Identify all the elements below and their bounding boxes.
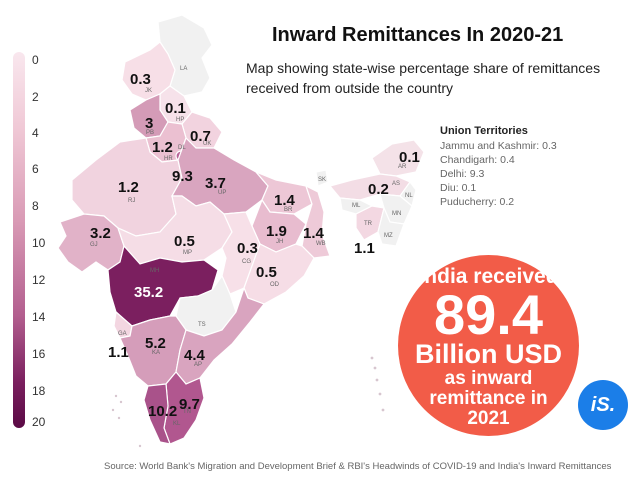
- abbr-tr: TR: [364, 221, 373, 227]
- abbr-ka: KA: [152, 350, 160, 356]
- value-kl: 10.2: [148, 403, 177, 420]
- abbr-dl: DL: [178, 145, 186, 151]
- abbr-jh: JH: [276, 239, 283, 245]
- abbr-ar: AR: [398, 164, 407, 170]
- value-od: 0.5: [256, 264, 277, 281]
- value-up: 3.7: [205, 175, 226, 192]
- state-shape-kl: [143, 383, 171, 445]
- abbr-mn: MN: [392, 211, 401, 217]
- legend-tick-6: 6: [32, 162, 39, 176]
- legend-tick-16: 16: [32, 347, 46, 361]
- map-subtitle: Map showing state-wise percentage share …: [246, 60, 601, 96]
- abbr-mp: MP: [183, 250, 192, 256]
- value-ka: 5.2: [145, 335, 166, 352]
- union-territories-panel: Union Territories Jammu and Kashmir: 0.3…: [440, 124, 557, 209]
- value-pb: 3: [145, 115, 153, 132]
- value-uk: 0.7: [190, 128, 211, 145]
- abbr-tn: TN: [183, 409, 191, 415]
- callout-line-6: 2021: [467, 408, 510, 429]
- abbr-rj: RJ: [128, 198, 135, 204]
- state-shape-od: [243, 243, 315, 305]
- value-tn: 9.7: [179, 396, 200, 413]
- value-hr: 1.2: [152, 139, 173, 156]
- islands: [111, 356, 385, 448]
- abbr-sk: SK: [318, 177, 326, 183]
- callout-line-4: as inward: [444, 368, 533, 389]
- legend-tick-20: 20: [32, 415, 46, 429]
- abbr-gj: GJ: [90, 242, 98, 248]
- abbr-pb: PB: [146, 130, 154, 136]
- legend-color-scale: [13, 52, 25, 428]
- abbr-mh: MH: [150, 268, 159, 274]
- abbr-as: AS: [392, 181, 400, 187]
- map-title: Inward Remittances In 2020-21: [272, 24, 564, 46]
- value-rj: 1.2: [118, 179, 139, 196]
- abbr-uk: UK: [203, 141, 211, 147]
- state-shape-cg: [221, 211, 261, 295]
- callout-caption: as inward remittance in 2021: [398, 369, 579, 429]
- value-mh: 35.2: [134, 284, 163, 301]
- abbr-cg: CG: [242, 259, 251, 265]
- abbr-od: OD: [270, 282, 280, 288]
- abbr-nl: NL: [405, 193, 413, 199]
- value-jk: 0.3: [130, 71, 151, 88]
- abbr-ga: GA: [118, 331, 127, 337]
- callout-line-5: remittance in: [429, 388, 548, 409]
- union-territories-title: Union Territories: [440, 125, 528, 137]
- abbr-wb: WB: [316, 241, 326, 247]
- state-shape-sk: [315, 169, 329, 187]
- abbr-br: BR: [284, 207, 293, 213]
- callout-unit: Billion USD: [415, 339, 562, 369]
- value-cg: 0.3: [237, 240, 258, 257]
- abbr-up: UP: [218, 190, 226, 196]
- state-shape-wb: [301, 184, 331, 259]
- value-wb: 1.4: [303, 225, 325, 242]
- ut-item: Jammu and Kashmir: 0.3: [440, 140, 557, 152]
- value-ga: 1.1: [108, 344, 129, 361]
- abbr-hp: HP: [176, 117, 184, 123]
- legend-tick-0: 0: [32, 53, 39, 67]
- value-as: 0.2: [368, 181, 389, 198]
- ut-item: Puducherry: 0.2: [440, 196, 515, 208]
- remittance-callout: India received 89.4 Billion USD as inwar…: [398, 255, 579, 436]
- source-note: Source: World Bank's Migration and Devel…: [104, 461, 612, 472]
- legend-tick-10: 10: [32, 236, 46, 250]
- state-shape-mz: [377, 206, 405, 247]
- ut-item: Delhi: 9.3: [440, 168, 485, 180]
- abbr-ap: AP: [194, 362, 202, 368]
- value-gj: 3.2: [90, 225, 111, 242]
- value-dl: 9.3: [172, 168, 193, 185]
- legend-tick-8: 8: [32, 199, 39, 213]
- abbr-ts: TS: [198, 322, 206, 328]
- abbr-jk: JK: [145, 88, 152, 94]
- callout-line-1: India received: [418, 265, 559, 288]
- callout-amount: 89.4: [434, 283, 543, 346]
- abbr-mz: MZ: [384, 233, 393, 239]
- abbr-ml: ML: [352, 203, 361, 209]
- value-tr: 1.1: [354, 240, 375, 257]
- legend-tick-12: 12: [32, 273, 46, 287]
- ut-item: Diu: 0.1: [440, 182, 477, 194]
- value-jh: 1.9: [266, 223, 287, 240]
- value-hp: 0.1: [165, 100, 186, 117]
- value-ap: 4.4: [184, 347, 206, 364]
- legend-tick-14: 14: [32, 310, 46, 324]
- abbr-hr: HR: [164, 156, 173, 162]
- value-mp: 0.5: [174, 233, 195, 250]
- ut-item: Chandigarh: 0.4: [440, 154, 515, 166]
- abbr-kl: KL: [173, 421, 181, 427]
- value-ar: 0.1: [399, 149, 420, 166]
- value-br: 1.4: [274, 192, 296, 209]
- legend-tick-4: 4: [32, 126, 39, 140]
- legend-tick-2: 2: [32, 90, 39, 104]
- abbr-la: LA: [180, 66, 187, 72]
- legend-tick-18: 18: [32, 384, 46, 398]
- brand-logo: iS.: [578, 380, 628, 430]
